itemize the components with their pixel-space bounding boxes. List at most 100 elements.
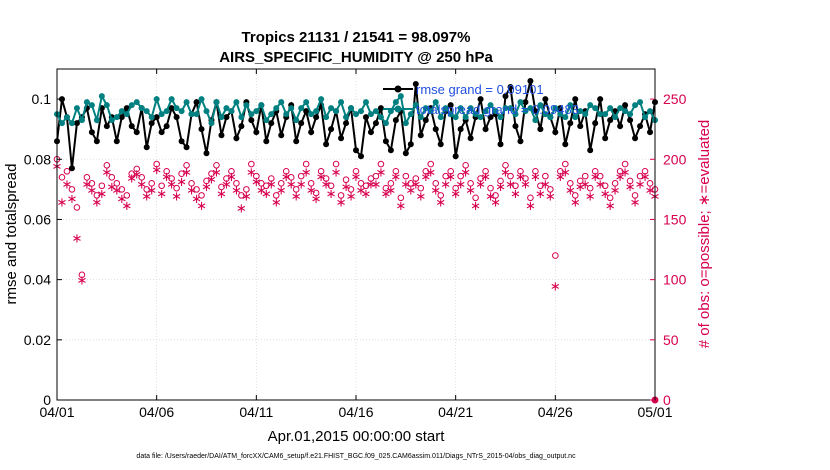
obs-evaluated-point: ∗ — [111, 183, 122, 198]
rmse-point — [233, 135, 240, 142]
obs-evaluated-point: ∗ — [196, 199, 207, 214]
obs-evaluated-point: ∗ — [286, 177, 297, 192]
totalspread-point — [143, 108, 150, 115]
obs-possible-point — [432, 180, 440, 187]
obs-evaluated-point: ∗ — [71, 232, 82, 247]
obs-possible-point — [636, 172, 644, 180]
obs-evaluated-point: ∗ — [455, 177, 466, 192]
obs-evaluated-point: ∗ — [585, 189, 596, 204]
y-tick-label: 0.08 — [24, 151, 51, 167]
ticks: 04/01 04/06 04/11 04/16 04/21 04/26 05/0100.02… — [24, 69, 687, 420]
rmse-point — [607, 117, 614, 124]
obs-evaluated-point: ∗ — [266, 177, 277, 192]
obs-evaluated-point: ∗ — [321, 177, 332, 192]
obs-possible-point — [193, 186, 200, 193]
obs-possible-point — [547, 186, 554, 193]
obs-evaluated-point: ∗ — [430, 183, 441, 198]
obs-evaluated-point: ∗ — [550, 280, 561, 295]
rmse-point — [313, 114, 320, 121]
obs-evaluated-point: ∗ — [101, 165, 112, 180]
totalspread-point — [367, 111, 374, 118]
obs-evaluated-point: ∗ — [211, 165, 222, 180]
totalspread-point — [313, 108, 320, 115]
obs-possible-point — [143, 186, 150, 193]
totalspread-point — [502, 105, 509, 112]
totalspread-point — [63, 114, 70, 121]
obs-possible-point — [611, 180, 619, 187]
rmse-point — [343, 120, 350, 127]
obs-possible-point — [362, 182, 370, 190]
obs-evaluated-point: ∗ — [176, 175, 187, 190]
obs-evaluated-point: ∗ — [86, 183, 97, 198]
totalspread-point — [437, 114, 444, 121]
obs-possible-point — [606, 194, 614, 202]
rmse-point — [527, 78, 534, 85]
totalspread-point — [452, 114, 459, 121]
obs-evaluated-point: ∗ — [545, 189, 556, 204]
obs-evaluated-point: ∗ — [415, 189, 426, 204]
rmse-point — [328, 126, 335, 133]
obs-evaluated-point: ∗ — [241, 189, 252, 204]
obs-evaluated-point: ∗ — [575, 180, 586, 195]
obs-evaluated-point: ∗ — [515, 170, 526, 185]
obs-evaluated-point: ∗ — [460, 165, 471, 180]
totalspread-point — [273, 105, 280, 112]
obs-possible-point — [447, 168, 454, 175]
totalspread-point — [407, 111, 414, 118]
y-tick-label: 0 — [43, 392, 51, 408]
y2-tick-label: 50 — [663, 332, 679, 348]
obs-evaluated-point: ∗ — [216, 187, 227, 202]
obs-possible-point — [327, 182, 335, 190]
obs-evaluated-point: ∗ — [420, 170, 431, 185]
obs-evaluated-point: ∗ — [595, 177, 606, 192]
rmse-point — [467, 135, 474, 142]
obs-evaluated-point: ∗ — [151, 163, 162, 178]
obs-possible-point — [596, 172, 604, 180]
obs-evaluated-point: ∗ — [480, 170, 491, 185]
rmse-point — [218, 132, 225, 139]
obs-possible-point — [412, 175, 420, 182]
rmse-point — [113, 138, 120, 145]
obs-possible-point — [377, 160, 385, 168]
totalspread-point — [298, 105, 305, 112]
totalspread-point — [417, 114, 424, 121]
obs-possible-point — [63, 168, 71, 175]
obs-possible-point — [631, 192, 639, 199]
totalspread-point — [118, 108, 125, 115]
obs-possible-point — [188, 180, 195, 187]
rmse-point — [308, 129, 315, 136]
obs-evaluated-point: ∗ — [525, 199, 536, 214]
totalspread-point — [178, 108, 185, 115]
rmse-point — [382, 138, 389, 145]
rmse-point — [412, 81, 419, 88]
obs-evaluated-point: ∗ — [610, 183, 621, 198]
obs-evaluated-point: ∗ — [116, 192, 127, 207]
rmse-point — [387, 147, 394, 154]
obs-evaluated-point: ∗ — [356, 183, 367, 198]
obs-possible-point — [372, 172, 380, 180]
obs-possible-point — [58, 174, 66, 181]
totalspread-point — [213, 99, 220, 106]
totalspread-point — [258, 102, 265, 109]
totalspread-point — [318, 96, 325, 103]
y2-tick-label: 0 — [663, 392, 671, 408]
obs-possible-point — [517, 168, 524, 175]
obs-evaluated-point: ∗ — [390, 170, 401, 185]
obs-possible-point — [337, 192, 345, 199]
totalspread-point — [577, 108, 584, 115]
obs-evaluated-point: ∗ — [500, 165, 511, 180]
totalspread-point — [193, 111, 200, 118]
obs-possible-point — [512, 182, 519, 190]
totalspread-point — [497, 114, 504, 121]
rmse-point — [557, 105, 564, 112]
totalspread-point — [303, 99, 310, 106]
totalspread-point — [612, 114, 619, 121]
obs-possible-point — [387, 180, 395, 187]
obs-possible-point — [317, 168, 325, 175]
totalspread-point — [353, 111, 359, 118]
rmse-point — [487, 114, 494, 121]
obs-possible-point — [123, 192, 131, 199]
obs-evaluated-point: ∗ — [425, 165, 436, 180]
obs-evaluated-point: ∗ — [296, 177, 307, 192]
rmse-point — [647, 129, 654, 136]
